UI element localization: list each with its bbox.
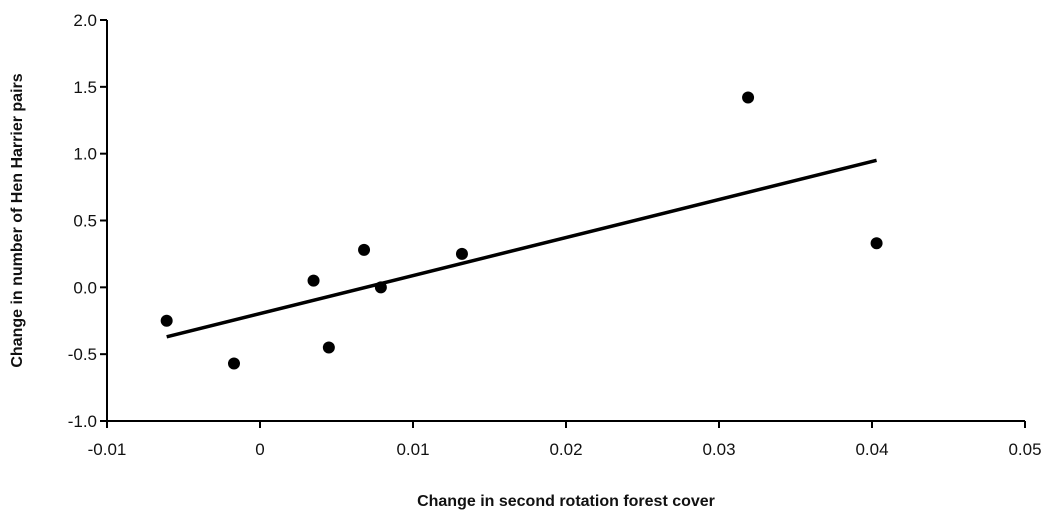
x-tick-label: 0.04 bbox=[855, 440, 888, 459]
y-tick-label: 0.5 bbox=[73, 212, 97, 231]
data-point bbox=[455, 247, 468, 260]
data-point bbox=[227, 357, 240, 370]
data-point bbox=[322, 341, 335, 354]
y-tick-label: 0.0 bbox=[73, 278, 97, 297]
x-axis-title: Change in second rotation forest cover bbox=[417, 493, 715, 510]
x-tick-label: 0.05 bbox=[1008, 440, 1041, 459]
data-points bbox=[160, 91, 883, 370]
x-tick-label: 0.02 bbox=[549, 440, 582, 459]
x-tick-label: 0.03 bbox=[702, 440, 735, 459]
y-axis: -1.0 -0.5 0.0 0.5 1.0 1.5 2.0 bbox=[68, 11, 108, 431]
x-tick-label: 0 bbox=[255, 440, 264, 459]
data-point bbox=[870, 237, 883, 250]
data-point bbox=[307, 274, 320, 287]
data-point bbox=[358, 243, 371, 256]
data-point bbox=[374, 281, 387, 294]
x-axis: -0.01 0 0.01 0.02 0.03 0.04 0.05 bbox=[88, 420, 1042, 459]
y-axis-title: Change in number of Hen Harrier pairs bbox=[9, 73, 26, 367]
y-tick-label: 2.0 bbox=[73, 11, 97, 30]
y-tick-label: -1.0 bbox=[68, 412, 97, 431]
trendline bbox=[166, 158, 878, 339]
data-point bbox=[742, 91, 755, 104]
y-tick-label: 1.0 bbox=[73, 145, 97, 164]
y-tick-label: -0.5 bbox=[68, 345, 97, 364]
x-tick-label: -0.01 bbox=[88, 440, 127, 459]
data-point bbox=[160, 314, 173, 327]
trendline-group bbox=[166, 158, 878, 339]
x-tick-label: 0.01 bbox=[396, 440, 429, 459]
y-tick-label: 1.5 bbox=[73, 78, 97, 97]
